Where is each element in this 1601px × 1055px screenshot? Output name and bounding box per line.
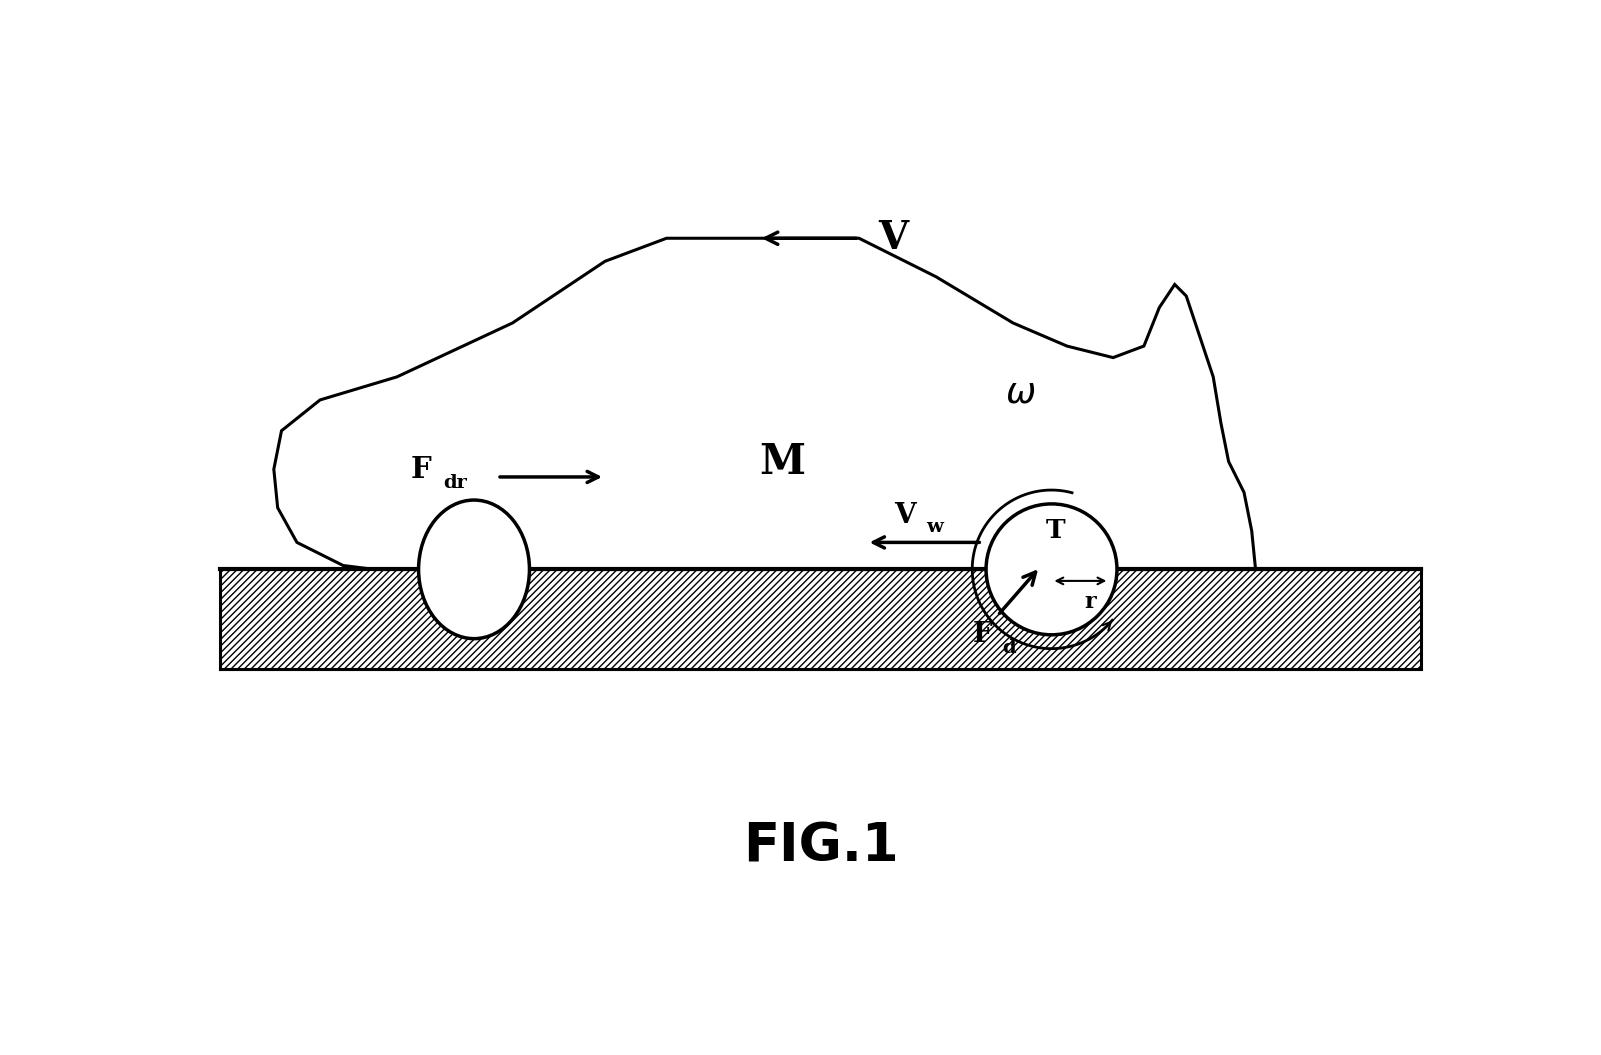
Polygon shape <box>274 238 1255 570</box>
Text: FIG.1: FIG.1 <box>743 821 898 872</box>
Text: r: r <box>1084 591 1095 613</box>
Ellipse shape <box>418 500 530 638</box>
Circle shape <box>986 504 1117 635</box>
Bar <box>219 570 1422 670</box>
Text: T: T <box>1045 518 1065 543</box>
Text: V: V <box>879 219 908 257</box>
Text: M: M <box>759 441 805 482</box>
Text: w: w <box>925 518 943 536</box>
Text: dr: dr <box>443 474 467 492</box>
Text: F: F <box>972 621 993 649</box>
Text: $\omega$: $\omega$ <box>1005 376 1036 409</box>
Text: d: d <box>1002 639 1017 657</box>
Text: F: F <box>411 455 432 484</box>
Text: V: V <box>895 502 916 529</box>
